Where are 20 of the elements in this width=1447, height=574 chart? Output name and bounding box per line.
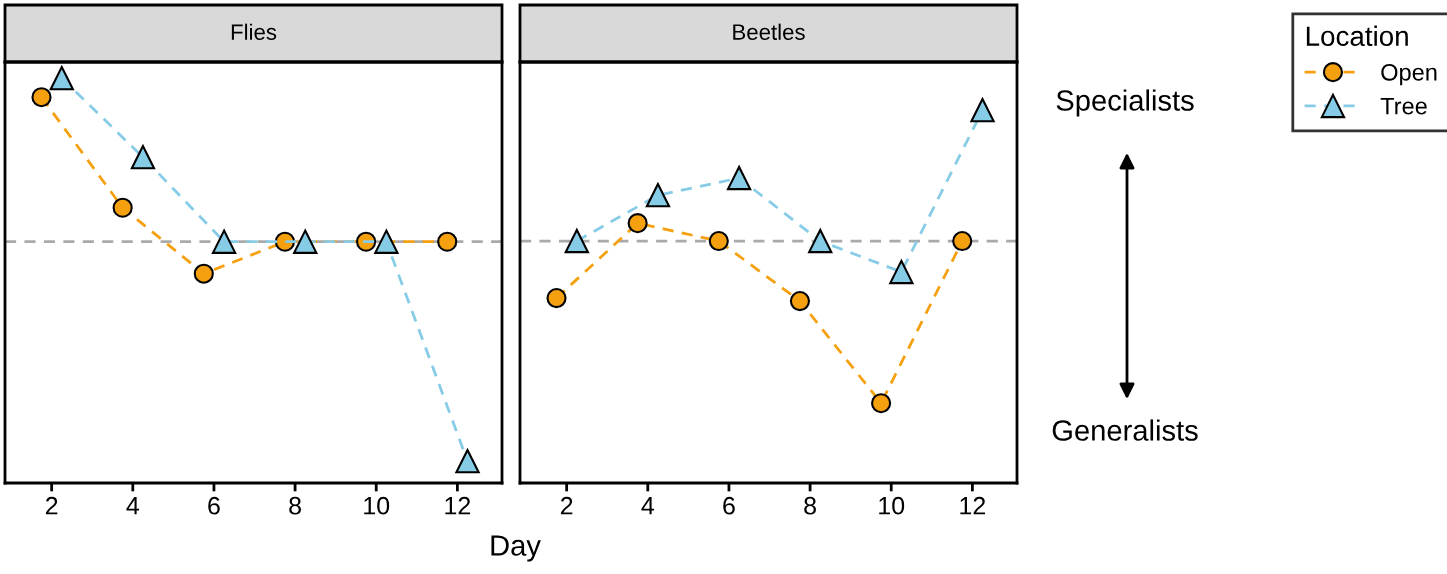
x-tick-label: 10 <box>364 496 390 515</box>
x-tick-label: 2 <box>45 496 58 515</box>
legend-label: Open <box>1381 63 1437 86</box>
x-tick-label: 10 <box>879 496 905 515</box>
x-tick-label: 4 <box>126 497 140 515</box>
x-axis-title: Day <box>491 535 541 562</box>
x-tick-label: 6 <box>208 496 220 515</box>
text: Generalists <box>1052 419 1198 441</box>
x-tick-label: 8 <box>804 496 816 515</box>
chart-title: Flies <box>231 23 277 40</box>
text: Specialists <box>1056 89 1194 117</box>
x-tick-label: 6 <box>723 496 735 515</box>
legend-title: Location <box>1306 25 1408 47</box>
x-tick-label: 12 <box>445 496 471 515</box>
x-tick-label: 12 <box>960 496 986 515</box>
x-tick-label: 8 <box>289 496 301 515</box>
legend-label: Tree <box>1380 97 1427 115</box>
chart-title: Beetles <box>733 23 805 40</box>
x-tick-label: 2 <box>560 496 573 515</box>
x-tick-label: 4 <box>641 497 655 515</box>
